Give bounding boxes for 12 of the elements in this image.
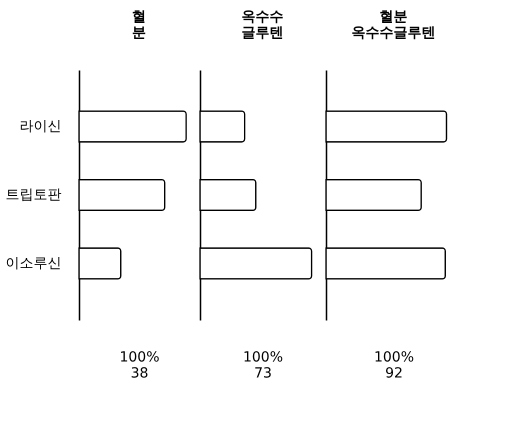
chart-title: 혈분 옥수수글루텐 — [352, 9, 436, 41]
y-tick-label: 라이신 — [20, 118, 62, 135]
y-tick-label: 이소루신 — [6, 255, 62, 272]
text: 100% — [374, 350, 414, 366]
text: 38 — [130, 366, 148, 382]
chart-title: 혈 분 — [132, 9, 146, 41]
text: 100% — [119, 350, 160, 366]
text: 73 — [254, 366, 272, 382]
y-tick-label: 트립토판 — [6, 187, 62, 203]
text: 92 — [385, 366, 403, 382]
text: 100% — [242, 350, 284, 366]
chart-title: 옥수수 글루텐 — [242, 9, 284, 41]
